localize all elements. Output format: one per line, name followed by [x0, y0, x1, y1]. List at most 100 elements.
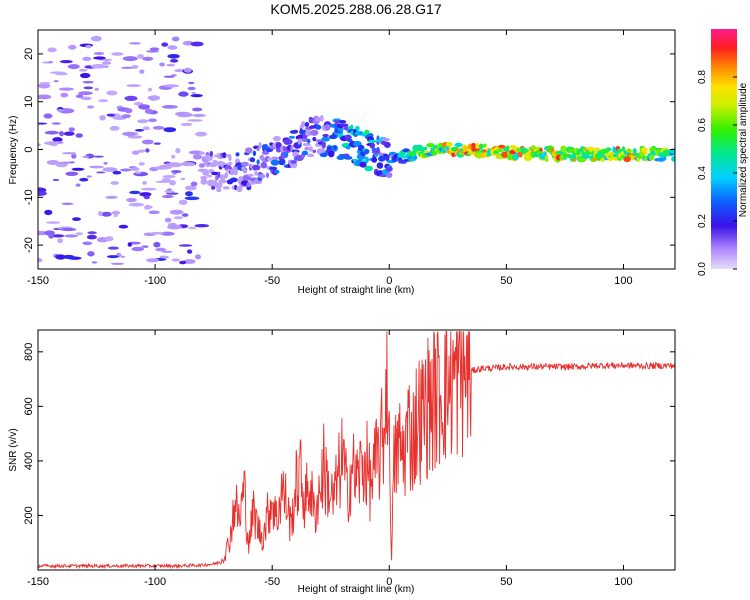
noise-blob	[127, 135, 143, 139]
y-tick-label: 400	[23, 452, 35, 470]
y-tick-label: -20	[23, 237, 35, 253]
signal-blob	[364, 156, 369, 164]
y-tick-label: 20	[23, 48, 35, 60]
noise-blob	[59, 131, 64, 137]
noise-blob	[171, 258, 180, 262]
noise-blob	[139, 69, 145, 74]
signal-blob	[211, 185, 216, 190]
x-tick-label: -150	[27, 576, 49, 588]
signal-blob	[275, 147, 282, 153]
colorbar-tick-label: 0.4	[697, 166, 708, 180]
signal-blob	[338, 120, 347, 124]
snr-x-ticks: -150 -100 -50 0 50 100	[27, 330, 633, 588]
signal-blob	[302, 142, 312, 147]
noise-blob	[109, 125, 120, 131]
signal-blob	[415, 144, 424, 152]
signal-blob	[663, 156, 667, 161]
signal-blob	[498, 144, 506, 149]
signal-blob	[212, 159, 218, 167]
signal-blob	[307, 138, 311, 144]
snr-frame	[37, 329, 676, 571]
noise-blob	[106, 113, 116, 117]
noise-blob	[83, 86, 94, 90]
noise-blob	[135, 171, 142, 174]
noise-blob	[87, 251, 95, 257]
noise-blob	[80, 72, 91, 79]
noise-blob	[144, 108, 153, 114]
signal-blob	[333, 119, 341, 123]
signal-blob	[381, 137, 390, 142]
noise-blob	[124, 95, 138, 101]
noise-blob	[85, 44, 92, 49]
noise-blob	[40, 83, 47, 86]
signal-blob	[304, 122, 310, 127]
noise-blob	[50, 71, 66, 74]
noise-blob	[44, 130, 60, 135]
noise-blob	[93, 51, 105, 56]
signal-blob	[200, 178, 208, 185]
noise-blob	[140, 187, 157, 191]
noise-blob	[135, 129, 144, 132]
noise-blob	[131, 246, 145, 252]
noise-blob	[68, 127, 76, 132]
noise-blob	[82, 241, 93, 246]
noise-blob	[57, 238, 63, 244]
signal-blob	[216, 187, 222, 193]
snr-series-line	[38, 330, 675, 570]
signal-blob	[266, 172, 269, 178]
signal-blob	[242, 168, 248, 174]
x-tick-label: -50	[264, 275, 280, 287]
signal-blob	[222, 186, 230, 190]
noise-blob	[69, 161, 75, 164]
signal-blob	[496, 148, 504, 153]
signal-blob	[258, 173, 266, 179]
signal-blob	[217, 171, 221, 178]
signal-blob	[385, 154, 390, 162]
signal-blob	[258, 142, 262, 149]
colorbar-label: Normalized spectral amplitude	[738, 82, 749, 217]
noise-blob	[80, 96, 92, 101]
y-tick-label: 200	[23, 506, 35, 524]
signal-blob	[202, 169, 210, 176]
y-tick-label: 10	[23, 96, 35, 108]
noise-blob	[58, 87, 75, 91]
noise-blob	[169, 58, 179, 63]
signal-blob	[324, 123, 331, 131]
noise-blob	[165, 162, 181, 166]
noise-blob	[161, 42, 169, 47]
noise-blob	[93, 56, 106, 60]
noise-blob	[60, 92, 69, 98]
noise-blob	[139, 192, 152, 197]
noise-blob	[46, 160, 60, 165]
signal-blob	[333, 145, 337, 150]
signal-blob	[359, 161, 367, 168]
signal-blob	[301, 121, 306, 128]
noise-blob	[129, 42, 141, 45]
noise-blob	[180, 177, 186, 181]
noise-blob	[169, 180, 176, 186]
x-tick-label: 50	[500, 275, 512, 287]
signal-blob	[504, 145, 510, 152]
noise-blob	[146, 258, 160, 263]
signal-blob	[224, 172, 229, 179]
noise-blob	[60, 227, 77, 232]
signal-blob	[367, 139, 377, 143]
noise-blob	[103, 162, 108, 165]
noise-blob	[161, 105, 178, 109]
noise-blob	[64, 234, 78, 238]
signal-blob	[364, 149, 370, 154]
noise-blob	[127, 242, 132, 247]
noise-blob	[188, 81, 195, 85]
noise-blob	[130, 167, 140, 171]
noise-blob	[52, 178, 60, 181]
signal-blob	[426, 143, 435, 148]
signal-blob	[671, 155, 675, 162]
signal-blob	[364, 165, 374, 172]
signal-blob	[321, 136, 330, 142]
x-tick-label: -50	[264, 576, 280, 588]
signal-blob	[236, 185, 243, 193]
x-tick-label: -100	[144, 275, 166, 287]
noise-blob	[79, 177, 89, 182]
signal-blob	[371, 157, 378, 163]
noise-blob	[153, 241, 161, 248]
